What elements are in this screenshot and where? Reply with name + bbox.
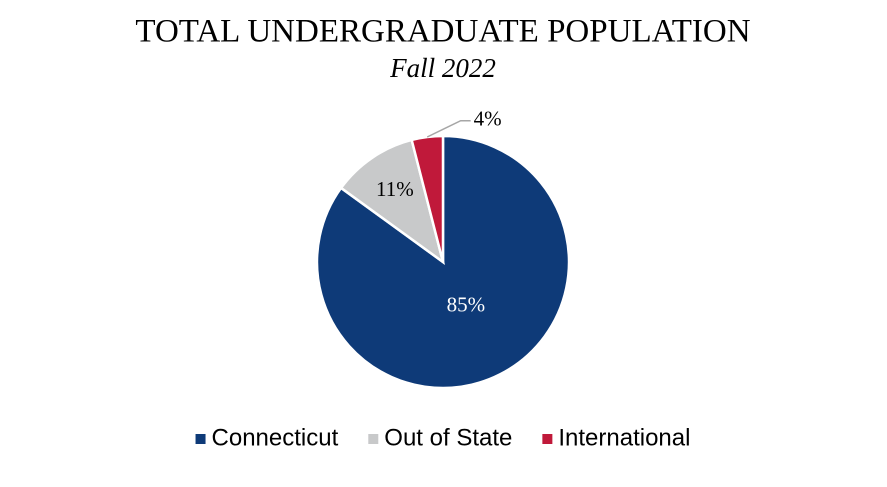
data-label: 11%	[376, 177, 414, 201]
legend-swatch	[195, 434, 206, 444]
pie-slice	[410, 134, 445, 263]
leader-line	[426, 119, 471, 138]
data-label: 4%	[474, 107, 502, 131]
legend-label: International	[558, 424, 690, 451]
legend-label: Out of State	[384, 424, 512, 451]
pie-slice	[339, 138, 446, 266]
chart-subtitle: Fall 2022	[389, 53, 496, 83]
chart-title: TOTAL UNDERGRADUATE POPULATION	[135, 14, 750, 50]
legend-swatch	[368, 434, 379, 444]
legend-label: Connecticut	[212, 424, 339, 451]
legend-swatch	[542, 434, 553, 444]
data-label: 85%	[447, 293, 486, 317]
